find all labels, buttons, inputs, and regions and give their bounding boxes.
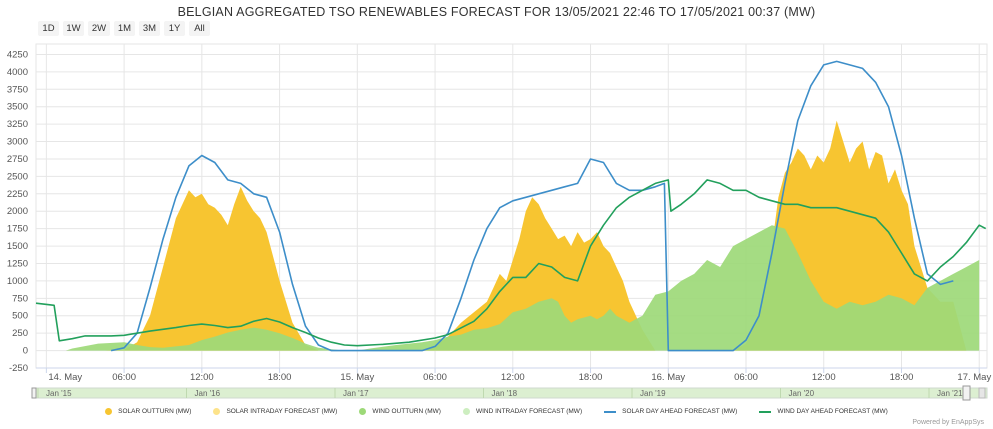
x-tick-label: 18:00 (579, 372, 603, 383)
x-axis: 14. May 06:00 12:00 18:00 15. May 06:00 12:00 1… (36, 367, 991, 383)
x-tick-label: 18:00 (268, 372, 292, 383)
series-lines (35, 60, 987, 352)
legend-label: WIND OUTTURN (MW) (372, 408, 441, 415)
legend-swatch (604, 410, 617, 413)
series-area-0 (46, 120, 967, 351)
legend-swatch (759, 410, 772, 413)
x-tick-label: 06:00 (112, 372, 136, 383)
legend-swatch (213, 408, 221, 415)
x-tick-label: 06:00 (423, 372, 447, 383)
y-tick-label: 3500 (7, 102, 28, 113)
range-button-3m[interactable]: 3M (139, 21, 160, 36)
range-button-1m[interactable]: 1M (114, 21, 135, 36)
y-tick-label: 4250 (7, 49, 28, 60)
x-tick-label: 12:00 (190, 372, 214, 383)
navigator-label: Jan '17 (343, 389, 369, 398)
x-tick-label: 16. May (651, 372, 685, 383)
navigator-label: Jan '18 (492, 389, 518, 398)
legend-label: SOLAR INTRADAY FORECAST (MW) (226, 408, 338, 415)
range-button-2w[interactable]: 2W (88, 21, 110, 36)
x-tick-label: 17. May (957, 372, 991, 383)
y-tick-label: 1250 (7, 258, 28, 269)
range-button-1y[interactable]: 1Y (164, 21, 185, 36)
y-tick-label: 250 (12, 328, 28, 339)
y-tick-label: 3250 (7, 119, 28, 130)
navigator-label: Jan '15 (46, 389, 72, 398)
navigator-handle-right[interactable] (962, 385, 971, 401)
y-tick-label: 500 (12, 311, 28, 322)
y-tick-label: 2500 (7, 171, 28, 182)
range-button-1d[interactable]: 1D (38, 21, 59, 36)
y-tick-label: 0 (23, 346, 28, 357)
x-tick-label: 18:00 (890, 372, 914, 383)
chart-title: BELGIAN AGGREGATED TSO RENEWABLES FORECA… (177, 5, 816, 19)
navigator-handle-left[interactable] (31, 387, 37, 399)
legend-swatch (462, 408, 470, 415)
x-tick-label: 12:00 (812, 372, 836, 383)
legend-item-wind-day-ahead[interactable]: WIND DAY AHEAD FORECAST (MW) (759, 408, 888, 415)
series-area-2 (46, 225, 980, 351)
legend-item-solar-day-ahead[interactable]: SOLAR DAY AHEAD FORECAST (MW) (604, 408, 737, 415)
y-tick-label: -250 (9, 363, 28, 374)
navigator-label: Jan '21 (937, 389, 963, 398)
y-tick-label: 2750 (7, 154, 28, 165)
legend-label: WIND DAY AHEAD FORECAST (MW) (777, 408, 888, 415)
x-tick-label: 06:00 (734, 372, 758, 383)
y-tick-label: 2250 (7, 189, 28, 200)
navigator-scroll-button[interactable] (978, 387, 986, 399)
y-tick-label: 1750 (7, 224, 28, 235)
navigator[interactable]: Jan '15 Jan '16 Jan '17 Jan '18 Jan '19 Jan '… (31, 385, 988, 401)
x-tick-label: 12:00 (501, 372, 525, 383)
legend-swatch (359, 408, 367, 415)
legend-label: SOLAR DAY AHEAD FORECAST (MW) (622, 408, 738, 415)
series-line-5 (35, 179, 987, 347)
legend-item-solar-intraday[interactable]: SOLAR INTRADAY FORECAST (MW) (213, 408, 337, 415)
y-tick-label: 1500 (7, 241, 28, 252)
navigator-label: Jan '20 (789, 389, 815, 398)
legend-item-wind-intraday[interactable]: WIND INTRADAY FORECAST (MW) (462, 408, 583, 415)
y-tick-label: 1000 (7, 276, 28, 287)
y-tick-label: 3750 (7, 84, 28, 95)
range-selector: 1D 1W 2W 1M 3M 1Y All (38, 21, 210, 36)
series-areas (46, 120, 980, 351)
navigator-label: Jan '19 (640, 389, 666, 398)
legend: SOLAR OUTTURN (MW) SOLAR INTRADAY FORECA… (0, 408, 993, 415)
legend-item-solar-outturn[interactable]: SOLAR OUTTURN (MW) (105, 408, 191, 415)
legend-item-wind-outturn[interactable]: WIND OUTTURN (MW) (359, 408, 441, 415)
navigator-label: Jan '16 (195, 389, 221, 398)
range-button-1w[interactable]: 1W (63, 21, 84, 36)
x-tick-label: 15. May (340, 372, 374, 383)
legend-label: SOLAR OUTTURN (MW) (118, 408, 192, 415)
x-tick-label: 14. May (48, 372, 82, 383)
y-tick-label: 2000 (7, 206, 28, 217)
series-line-4 (110, 60, 954, 352)
legend-swatch (105, 408, 113, 415)
y-axis: -250 0 250 500 750 1000 1250 1500 1750 2000 2250 25… (7, 49, 28, 374)
y-tick-label: 4000 (7, 67, 28, 78)
y-tick-label: 750 (12, 293, 28, 304)
range-button-all[interactable]: All (189, 21, 210, 36)
y-tick-label: 3000 (7, 137, 28, 148)
credit-text: Powered by EnAppSys (912, 419, 984, 426)
legend-label: WIND INTRADAY FORECAST (MW) (475, 408, 583, 415)
